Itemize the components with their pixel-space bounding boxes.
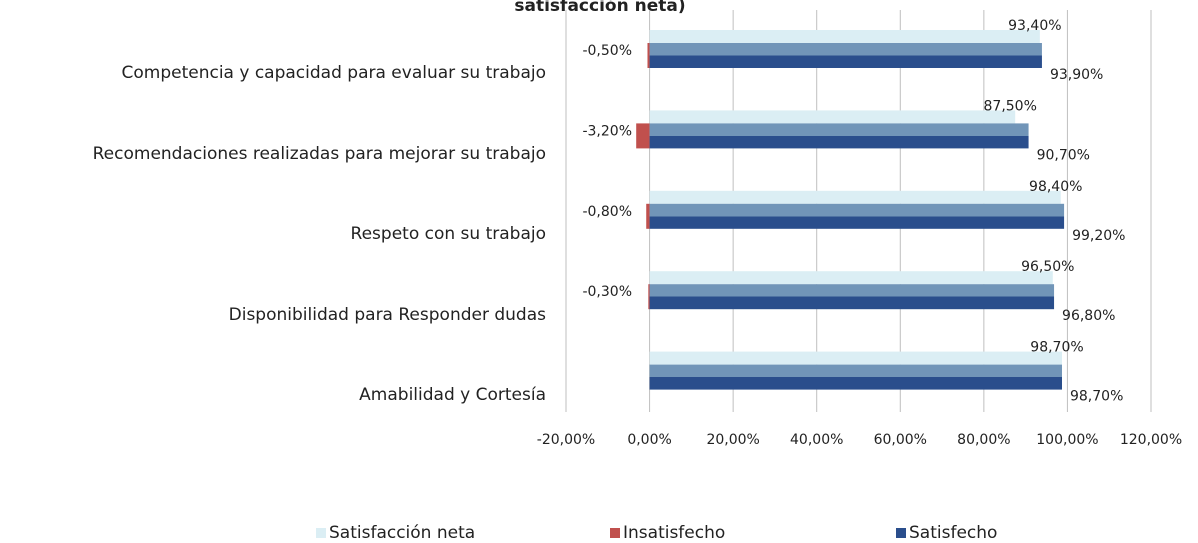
chart-title: satisfacción neta) [514,0,685,16]
bar [646,203,650,229]
value-label: -0,50% [582,43,632,59]
x-tick-label: 40,00% [790,432,843,448]
x-tick-label: 60,00% [874,432,927,448]
value-label: -0,80% [582,204,632,220]
legend-swatch [610,528,620,538]
bar [649,110,1016,124]
category-label: Competencia y capacidad para evaluar su … [121,63,547,84]
value-label: 99,20% [1072,228,1125,244]
bar [649,190,1061,204]
value-label: 90,70% [1037,147,1090,163]
bar [649,351,1062,365]
legend-swatch [316,528,326,538]
bar [649,203,1065,229]
value-label: 96,80% [1062,308,1115,324]
value-label: 98,40% [1029,179,1082,195]
value-label: 93,40% [1008,18,1061,34]
value-label: 98,70% [1030,340,1083,356]
x-tick-label: 100,00% [1036,432,1098,448]
category-label: Amabilidad y Cortesía [359,385,546,405]
x-tick-label: 0,00% [627,432,671,448]
bar [649,30,1040,43]
x-tick-label: 20,00% [706,432,759,448]
value-label: 87,50% [984,98,1037,114]
legend-label: Satisfacción neta [329,523,475,543]
bar [649,43,1042,68]
bar [649,284,1055,310]
value-label: -0,30% [582,284,632,300]
bar [649,364,1062,390]
bar [648,284,650,310]
category-label: Recomendaciones realizadas para mejorar … [92,143,546,164]
category-label: Respeto con su trabajo [350,224,546,245]
category-label: Disponibilidad para Responder dudas [228,304,546,325]
bar [647,43,650,68]
bar [636,123,650,149]
value-label: 93,90% [1050,67,1103,83]
value-label: -3,20% [582,123,632,139]
x-tick-label: 120,00% [1120,432,1182,448]
legend-label: Satisfecho [909,523,997,543]
legend-swatch [896,528,906,538]
bar [649,271,1053,285]
x-tick-label: 80,00% [957,432,1010,448]
value-label: 96,50% [1021,259,1074,275]
value-label: 98,70% [1070,389,1123,405]
x-tick-label: -20,00% [537,432,595,448]
bar [649,123,1029,149]
legend-label: Insatisfecho [623,523,725,543]
